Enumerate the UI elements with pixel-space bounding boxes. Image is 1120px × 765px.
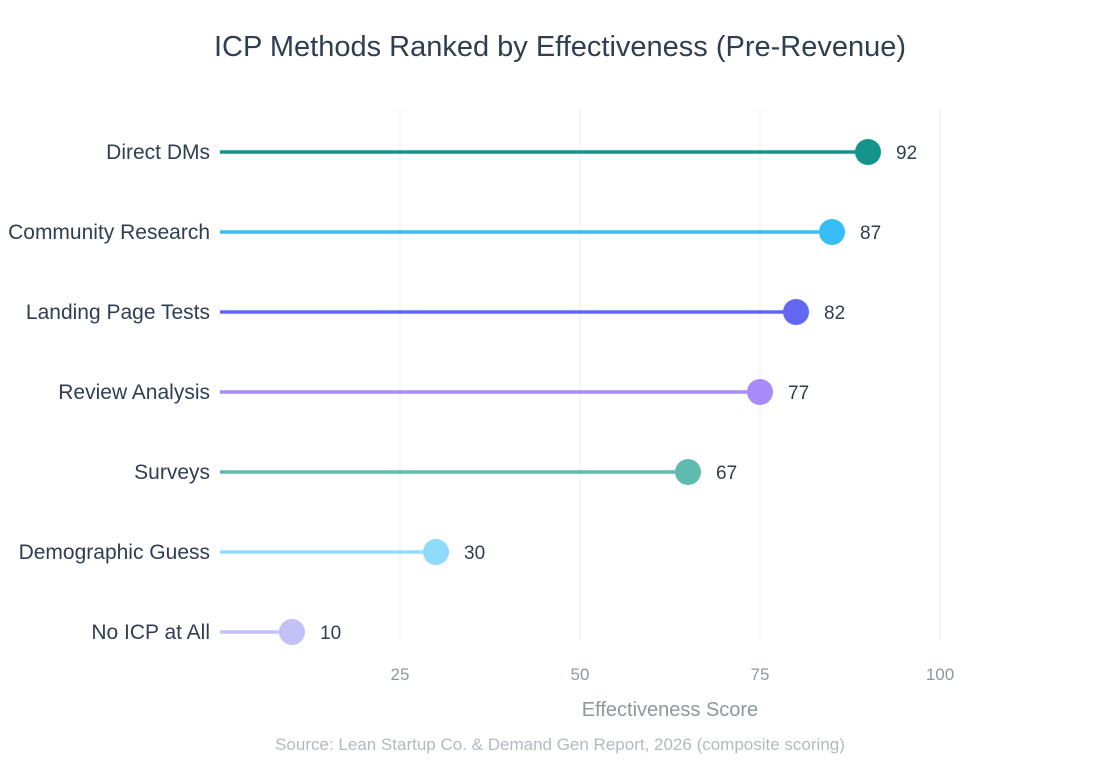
data-label: 67 (716, 463, 737, 484)
category-label: Demographic Guess (19, 541, 210, 564)
lollipop-dot (423, 539, 449, 565)
source-note: Source: Lean Startup Co. & Demand Gen Re… (275, 735, 845, 754)
lollipop-row: Landing Page Tests 82 (26, 299, 845, 325)
lollipop-row: Community Research 87 (8, 219, 881, 245)
data-label: 77 (788, 383, 809, 404)
x-tick-label: 25 (391, 665, 410, 684)
chart-title: ICP Methods Ranked by Effectiveness (Pre… (214, 31, 906, 63)
category-label: Review Analysis (58, 381, 210, 404)
lollipop-dot (783, 299, 809, 325)
x-tick-label: 75 (751, 665, 770, 684)
lollipop-dot (675, 459, 701, 485)
lollipop-row: Demographic Guess 30 (19, 539, 485, 565)
x-tick-label: 50 (571, 665, 590, 684)
lollipop-row: Surveys 67 (134, 459, 737, 485)
lollipop-dot (279, 619, 305, 645)
x-axis-title: Effectiveness Score (582, 699, 758, 721)
lollipop-dot (819, 219, 845, 245)
lollipop-series: Direct DMs 92 Community Research 87 Landing … (8, 139, 917, 645)
category-label: Surveys (134, 461, 210, 484)
category-label: No ICP at All (91, 621, 210, 644)
x-tick-label: 100 (926, 665, 954, 684)
data-label: 87 (860, 223, 881, 244)
category-label: Direct DMs (106, 141, 210, 164)
data-label: 82 (824, 303, 845, 324)
data-label: 30 (464, 543, 485, 564)
x-axis-ticks: 25 50 75 100 (391, 665, 955, 684)
lollipop-row: No ICP at All 10 (91, 619, 341, 645)
lollipop-dot (855, 139, 881, 165)
lollipop-row: Review Analysis 77 (58, 379, 809, 405)
lollipop-dot (747, 379, 773, 405)
lollipop-row: Direct DMs 92 (106, 139, 917, 165)
category-label: Landing Page Tests (26, 301, 210, 324)
data-label: 92 (896, 143, 917, 164)
category-label: Community Research (8, 221, 210, 244)
data-label: 10 (320, 623, 341, 644)
